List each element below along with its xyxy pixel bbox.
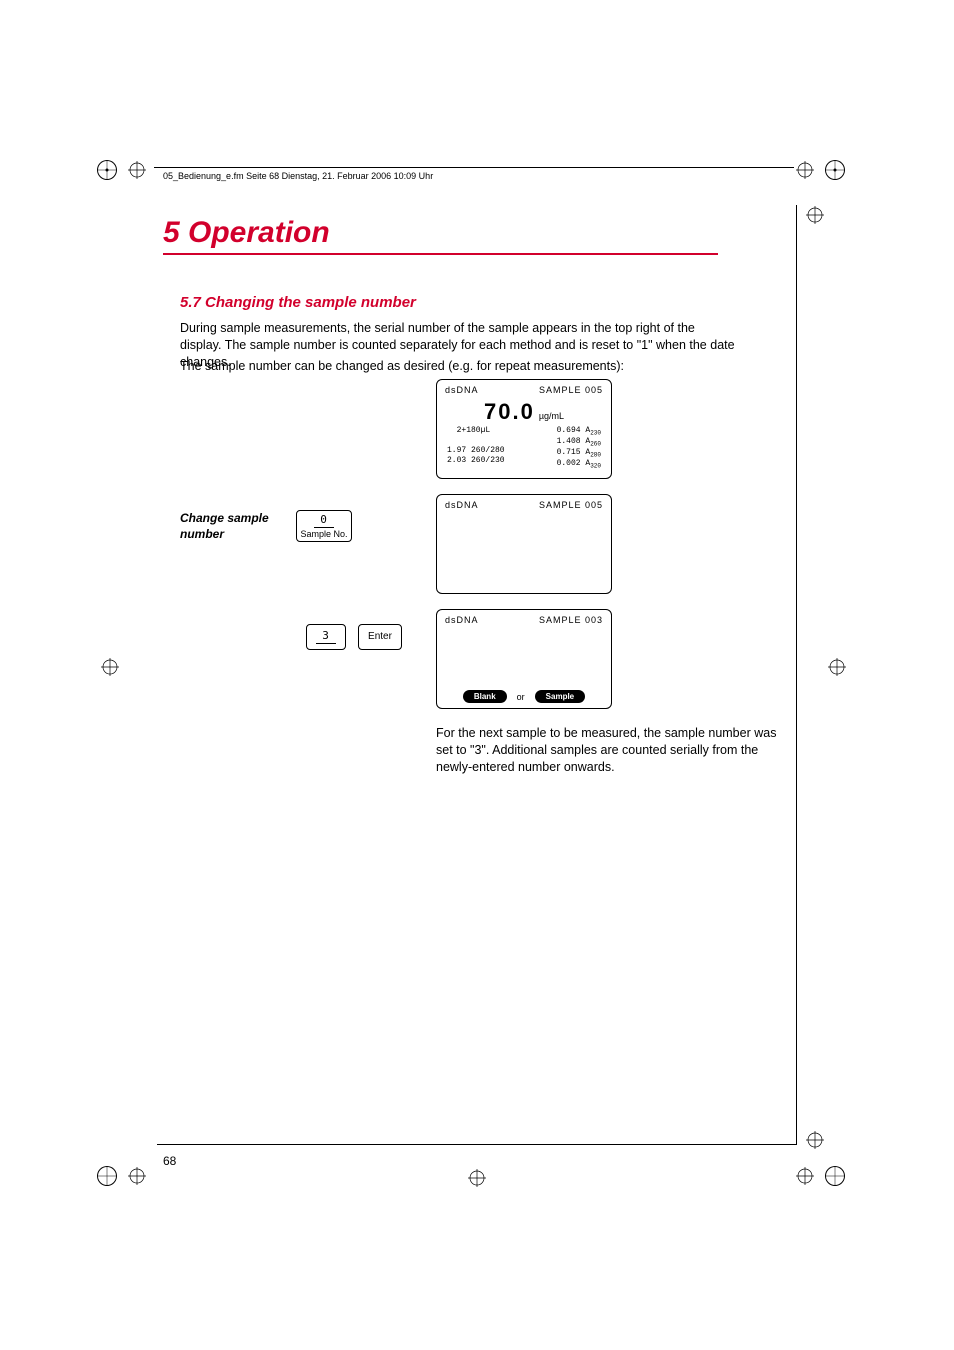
crop-mark-bl	[92, 1161, 152, 1191]
screen1-value: 70.0	[484, 399, 535, 424]
reg-mark-mr	[827, 657, 847, 677]
key-enter: Enter	[358, 624, 402, 650]
reg-mark-ml	[100, 657, 120, 677]
page-number: 68	[163, 1154, 176, 1168]
display-screen-2: dsDNA SAMPLE 005	[436, 494, 612, 594]
chapter-rule	[163, 253, 718, 255]
screen2-sample: SAMPLE 005	[539, 500, 603, 510]
reg-mark-br2	[805, 1130, 825, 1150]
caption-text: For the next sample to be measured, the …	[436, 725, 780, 776]
section-title: 5.7 Changing the sample number	[180, 294, 416, 311]
screen3-method: dsDNA	[445, 615, 479, 625]
pill-sample: Sample	[535, 690, 585, 703]
pill-blank: Blank	[463, 690, 507, 703]
screen3-sample: SAMPLE 003	[539, 615, 603, 625]
display-screen-3: dsDNA SAMPLE 003 Blank or Sample	[436, 609, 612, 709]
header-rule	[154, 167, 794, 168]
screen1-method: dsDNA	[445, 385, 479, 395]
key-sample-no: 0 Sample No.	[296, 510, 352, 542]
screen1-right-col: 0.694 A2301.408 A2600.715 A2800.002 A320	[557, 426, 601, 470]
header-source-line: 05_Bedienung_e.fm Seite 68 Dienstag, 21.…	[163, 171, 433, 181]
chapter-title: 5 Operation	[163, 216, 330, 250]
key-sample-no-label: Sample No.	[300, 529, 347, 539]
key-3-digit: 3	[322, 629, 330, 642]
key-3: 3	[306, 624, 346, 650]
screen1-unit: µg/mL	[539, 411, 564, 421]
display-screen-1: dsDNA SAMPLE 005 70.0 µg/mL 2+180µL 1.97 …	[436, 379, 612, 479]
crop-mark-tl	[92, 155, 152, 185]
key-sample-no-digit: 0	[320, 513, 328, 526]
crop-mark-br	[790, 1161, 850, 1191]
crop-mark-tr	[790, 155, 850, 185]
screen1-left-col: 2+180µL 1.97 260/280 2.03 260/230	[447, 426, 505, 470]
paragraph-2: The sample number can be changed as desi…	[180, 358, 735, 375]
margin-label-change-sample: Change sample number	[180, 511, 290, 542]
pill-or: or	[517, 692, 525, 702]
reg-mark-bc	[467, 1168, 487, 1188]
screen1-sample: SAMPLE 005	[539, 385, 603, 395]
screen2-method: dsDNA	[445, 500, 479, 510]
reg-mark-tr2	[805, 205, 825, 225]
